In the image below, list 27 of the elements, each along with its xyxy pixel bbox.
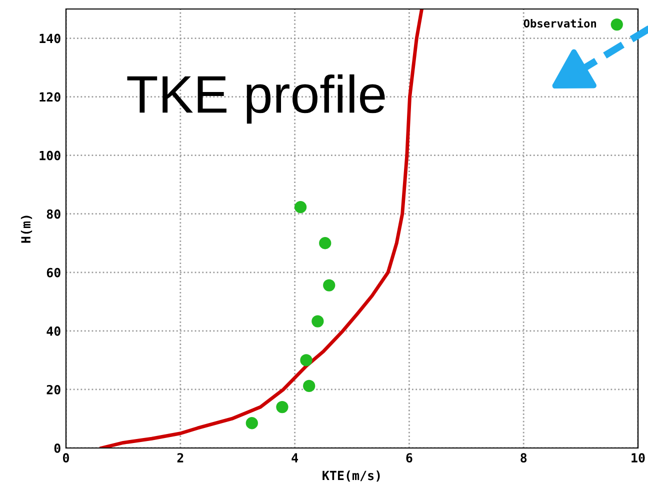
x-tick-label: 0 bbox=[62, 453, 70, 463]
x-tick-label: 8 bbox=[520, 453, 527, 463]
y-tick-label: 80 bbox=[46, 209, 60, 219]
point bbox=[323, 279, 336, 292]
y-tick-label: 100 bbox=[40, 150, 60, 160]
line-series bbox=[100, 9, 424, 448]
y-tick-label: 0 bbox=[54, 443, 60, 453]
y-tick-label: 20 bbox=[46, 384, 60, 394]
x-tick-label: 4 bbox=[292, 453, 298, 462]
point bbox=[303, 380, 316, 392]
point bbox=[294, 201, 307, 214]
point bbox=[300, 354, 312, 366]
y-tick-label: 40 bbox=[46, 326, 60, 336]
x-tick-label: 6 bbox=[406, 453, 412, 463]
x-tick-label: 2 bbox=[177, 453, 184, 462]
point bbox=[246, 417, 258, 430]
point bbox=[276, 400, 288, 414]
text: TKE profile bbox=[127, 74, 385, 124]
legend-label: Observation bbox=[524, 18, 596, 28]
x-tick-label: 10 bbox=[632, 453, 645, 463]
point bbox=[319, 237, 332, 250]
y-tick-label: 120 bbox=[40, 92, 60, 102]
x-axis-title: KTE(m/s) bbox=[322, 470, 380, 482]
y-tick-label: 60 bbox=[46, 268, 60, 278]
y-axis-title: H(m) bbox=[20, 216, 32, 243]
y-tick-label: 140 bbox=[40, 34, 60, 44]
point bbox=[312, 315, 324, 328]
